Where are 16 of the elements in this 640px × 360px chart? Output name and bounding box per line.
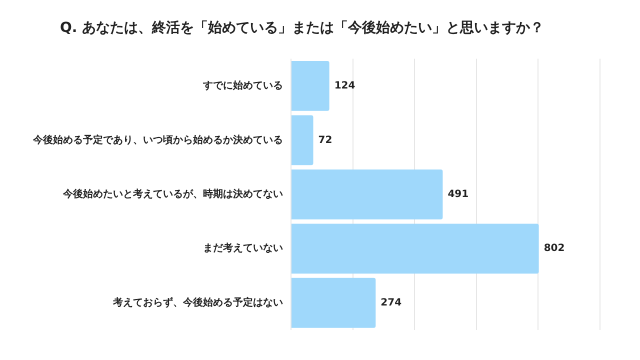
bar xyxy=(292,169,443,220)
bar xyxy=(292,224,539,274)
bar xyxy=(292,60,330,111)
y-tick-label: まだ考えていない xyxy=(203,242,283,254)
y-tick-label: 今後始めたいと考えているが、時期は決めてない xyxy=(62,188,283,200)
y-tick-label: 今後始める予定であり、いつ頃から始めるか決めている xyxy=(32,134,283,146)
chart-title: Q. あなたは、終活を「始めている」または「今後始めたい」と思いますか？ xyxy=(60,20,544,36)
data-label: 124 xyxy=(334,80,356,92)
bar xyxy=(292,278,376,328)
y-tick-label: すでに始めている xyxy=(202,80,283,92)
bar xyxy=(292,115,314,166)
data-label: 802 xyxy=(544,243,565,254)
data-label: 274 xyxy=(380,297,402,308)
data-label: 491 xyxy=(448,188,469,200)
y-tick-label: 考えておらず、今後始める予定はない xyxy=(112,296,283,308)
data-label: 72 xyxy=(318,134,332,146)
